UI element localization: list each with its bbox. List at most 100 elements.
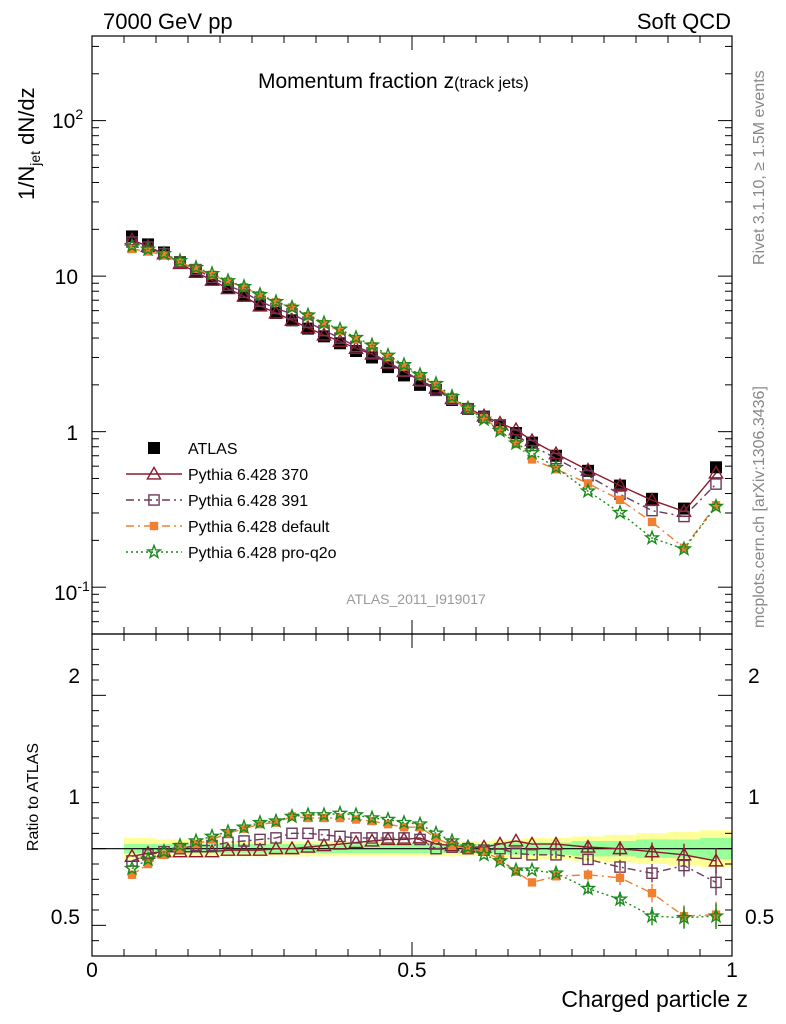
series-3-main-point-1	[139, 240, 157, 257]
series-2-main-point-2	[159, 251, 169, 260]
legend: ATLAS Pythia 6.428 370 Pythia 6.428 391 Pyt…	[126, 441, 337, 562]
series-2-ratio-point-10	[287, 812, 297, 821]
analysis-watermark: ATLAS_2011_I919017	[346, 591, 486, 607]
series-3-main-point-12	[315, 314, 333, 330]
series-1-ratio-point-21	[462, 842, 474, 855]
series-2-main-point-30	[679, 543, 689, 552]
series-3-main-point-16	[379, 346, 397, 363]
series-0-ratio-point-1	[140, 845, 156, 859]
legend-label-3: Pythia 6.428 default	[188, 519, 330, 536]
legend-label-1: Pythia 6.428 370	[188, 467, 308, 484]
series-2-main-point-12	[319, 319, 329, 329]
series-3-ratio-point-10	[283, 807, 301, 824]
series-3-ratio-point-4	[187, 832, 205, 848]
legend-label-2: Pythia 6.428 391	[188, 493, 308, 510]
series-0-ratio-point-10	[284, 840, 300, 855]
series-3-main-point-28	[611, 503, 629, 520]
series-3-ratio-point-26	[547, 864, 565, 881]
series-0-main-point-31	[708, 464, 724, 479]
series-2-ratio-point-22	[479, 847, 489, 856]
series-3-ratio-point-15	[363, 809, 381, 825]
series-3-ratio-point-2	[155, 843, 173, 859]
ratio-tick-label-left-0.5: 0.5	[51, 906, 80, 929]
series-line-main-0	[131, 239, 717, 513]
series-0-ratio-point-28	[612, 840, 628, 855]
series-3-ratio-point-14	[347, 806, 365, 822]
y-axis-label-main: 1/N	[14, 166, 39, 200]
series-3-main-point-6	[219, 272, 237, 288]
series-1-ratio-point-11	[302, 827, 314, 840]
series-3-ratio-point-0	[123, 859, 141, 876]
ratio-uncertainty-bands	[92, 830, 732, 868]
series-0-ratio-point-29	[644, 843, 660, 858]
ratio-tick-label-right-0.5: 0.5	[745, 906, 774, 929]
series-3-main-point-30	[675, 540, 693, 556]
series-0-ratio-point-31	[708, 852, 724, 867]
series-1-ratio-point-18	[414, 833, 426, 846]
ratio-tick-label-right-1: 1	[748, 786, 760, 809]
y-tick-label-0-1-base: 10	[54, 582, 77, 605]
series-1-main-point-25	[526, 439, 538, 452]
series-3-main-point-7	[235, 278, 253, 294]
series-3-ratio-point-5	[203, 827, 221, 844]
series-2-main-point-18	[415, 371, 425, 381]
series-3-main-point-10	[283, 298, 301, 315]
series-2-main-point-14	[351, 335, 361, 344]
ratio-tick-label-left-1: 1	[68, 786, 80, 809]
series-3-ratio-point-19	[427, 824, 445, 841]
series-3-main-point-21	[459, 399, 477, 416]
series-3-main-point-15	[363, 336, 381, 353]
series-2-main-point-15	[367, 342, 377, 351]
series-2-ratio-point-16	[383, 819, 393, 829]
series-1-ratio-point-27	[582, 853, 594, 866]
axes-ticks	[91, 36, 733, 957]
series-3-ratio-point-11	[299, 806, 317, 822]
series-0-main-point-27	[580, 462, 596, 476]
legend-marker-0	[148, 442, 160, 454]
series-2-ratio-point-7	[239, 824, 249, 833]
series-0-main-point-28	[612, 477, 628, 492]
series-2-ratio-point-13	[335, 813, 345, 823]
chart-title-var: z	[444, 70, 455, 93]
series-0-ratio-point-24	[508, 832, 524, 847]
series-2-main-point-28	[615, 495, 625, 505]
y-tick-label-1: 1	[66, 422, 78, 445]
series-0-main-point-8	[252, 297, 268, 312]
series-3-main-point-22	[475, 410, 493, 427]
series-1-ratio-point-16	[382, 832, 394, 844]
y-tick-label-100: 102	[52, 106, 83, 133]
series-1-ratio-point-7	[238, 835, 250, 847]
series-1-ratio-point-15	[366, 832, 378, 844]
series-0-ratio-point-12	[316, 837, 332, 852]
series-2-ratio-point-9	[271, 818, 281, 827]
series-3-ratio-point-13	[331, 804, 349, 821]
series-3-main-point-14	[347, 328, 365, 345]
legend-marker-3	[149, 521, 159, 531]
x-axis-label: Charged particle z	[561, 986, 748, 1012]
series-1-main-point-21	[462, 403, 474, 415]
legend-label-0: ATLAS	[188, 441, 238, 458]
series-3-main-point-0	[123, 237, 141, 253]
series-3-main-point-19	[427, 375, 445, 391]
series-1-main-point-20	[446, 393, 458, 406]
series-1-ratio-point-17	[398, 832, 410, 844]
series-3-main-point-11	[299, 306, 317, 323]
series-3-ratio-point-18	[411, 815, 429, 832]
series-3-ratio-point-21	[459, 838, 477, 855]
series-1-ratio-point-25	[526, 849, 538, 861]
series-1-ratio-point-8	[254, 833, 266, 846]
series-2-main-point-25	[527, 455, 537, 464]
series-3-main-point-2	[155, 245, 173, 261]
series-3-ratio-point-24	[507, 861, 525, 878]
series-2-main-point-22	[479, 413, 489, 423]
series-0-main-point-12	[316, 327, 332, 341]
y-axis-label-rest: dN/dz	[14, 87, 39, 151]
y-tick-label-100-base: 10	[52, 110, 75, 133]
series-3-ratio-point-29	[643, 907, 661, 924]
header-right: Soft QCD	[637, 9, 731, 34]
series-2-ratio-point-14	[351, 815, 361, 824]
series-2-main-point-4	[191, 264, 201, 274]
y-axis-label: 1/Njet dN/dz	[14, 87, 43, 200]
series-1-ratio-point-3	[174, 842, 186, 855]
